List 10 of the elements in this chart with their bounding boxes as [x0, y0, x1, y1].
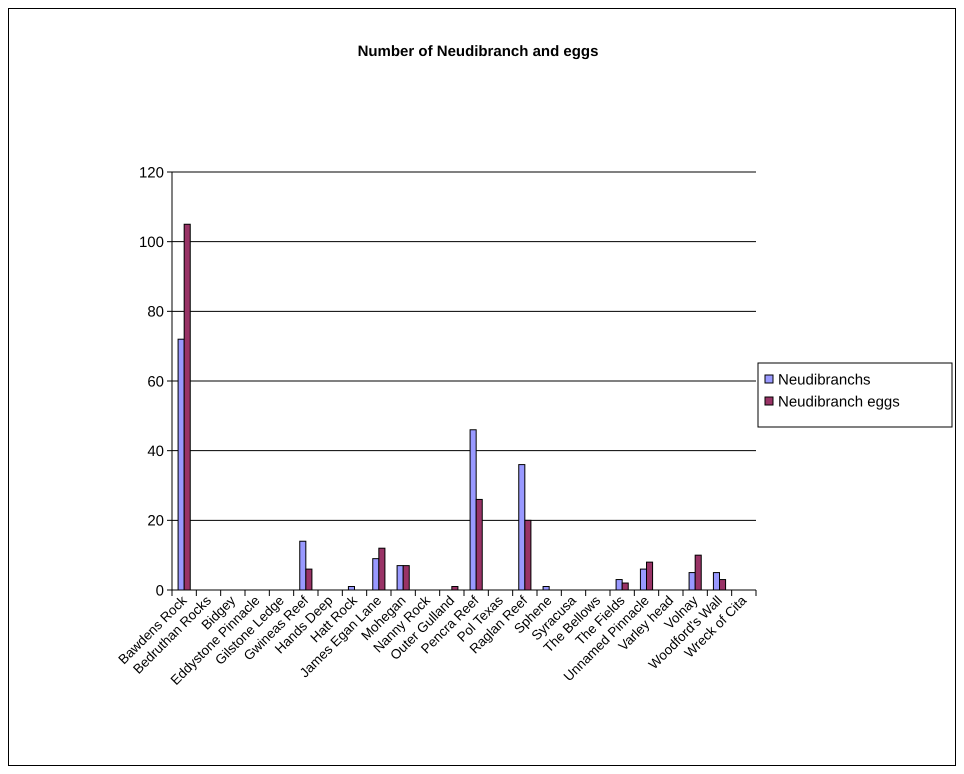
y-tick-label: 80 [147, 304, 164, 321]
y-tick-label: 60 [147, 373, 164, 390]
chart-title: Number of Neudibranch and eggs [358, 43, 598, 60]
legend-label: Neudibranchs [778, 371, 871, 388]
y-tick-label: 120 [138, 164, 164, 182]
y-tick-label: 0 [156, 582, 164, 600]
y-tick-label: 40 [147, 442, 164, 460]
y-tick-label: 100 [138, 234, 164, 251]
legend-label: Neudibranch eggs [778, 393, 900, 410]
y-tick-label: 20 [147, 512, 164, 530]
